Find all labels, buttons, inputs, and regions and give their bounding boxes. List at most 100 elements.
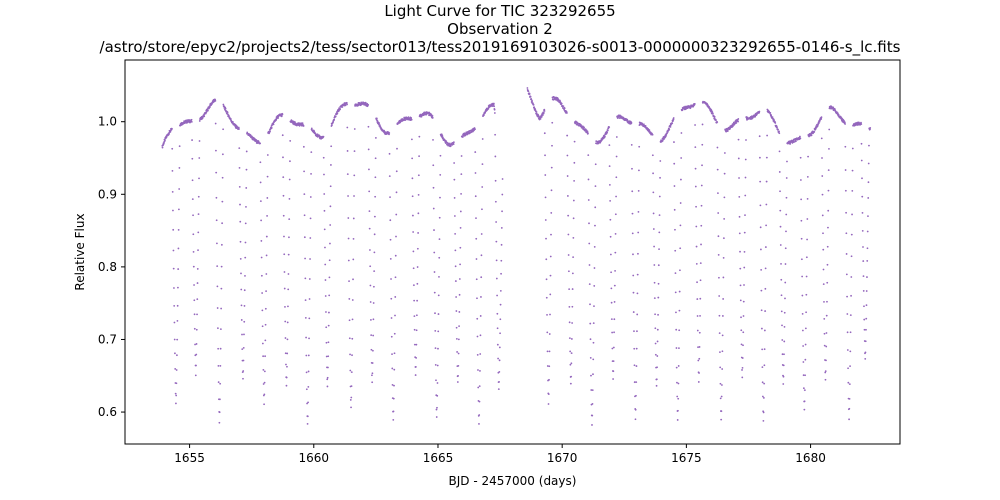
data-point bbox=[373, 251, 375, 253]
data-point bbox=[413, 284, 415, 286]
data-point bbox=[837, 112, 839, 114]
data-point bbox=[821, 137, 823, 139]
data-point bbox=[653, 246, 655, 248]
data-point bbox=[221, 266, 223, 268]
data-point bbox=[635, 409, 637, 411]
data-point bbox=[374, 216, 376, 218]
data-point bbox=[862, 246, 864, 248]
data-point bbox=[674, 229, 676, 231]
data-point bbox=[244, 275, 246, 277]
data-point bbox=[590, 357, 592, 359]
data-point bbox=[370, 334, 372, 336]
data-point bbox=[375, 137, 377, 139]
data-point bbox=[783, 364, 785, 366]
data-point bbox=[393, 398, 395, 400]
data-point bbox=[458, 338, 460, 340]
data-point bbox=[727, 130, 729, 132]
data-point bbox=[477, 387, 479, 389]
data-point bbox=[440, 155, 442, 157]
data-point bbox=[615, 213, 617, 215]
data-point bbox=[546, 331, 548, 333]
data-point bbox=[348, 280, 350, 282]
data-point bbox=[864, 358, 866, 360]
data-point bbox=[536, 111, 538, 113]
data-point bbox=[171, 128, 173, 130]
data-point bbox=[718, 277, 720, 279]
data-point bbox=[499, 347, 501, 349]
data-point bbox=[865, 340, 867, 342]
data-point bbox=[193, 251, 195, 253]
data-point bbox=[673, 163, 675, 165]
data-point bbox=[844, 123, 846, 125]
data-point bbox=[658, 264, 660, 266]
data-point bbox=[827, 210, 829, 212]
data-point bbox=[437, 382, 439, 384]
data-point bbox=[415, 374, 417, 376]
data-point bbox=[273, 124, 275, 126]
data-point bbox=[283, 215, 285, 217]
data-point bbox=[781, 339, 783, 341]
data-point bbox=[458, 353, 460, 355]
data-point bbox=[432, 164, 434, 166]
data-point bbox=[571, 352, 573, 354]
data-point bbox=[862, 230, 864, 232]
data-point bbox=[760, 226, 762, 228]
data-point bbox=[801, 238, 803, 240]
data-point bbox=[348, 260, 350, 262]
data-point bbox=[369, 228, 371, 230]
data-point bbox=[217, 307, 219, 309]
data-point bbox=[325, 295, 327, 297]
data-point bbox=[567, 234, 569, 236]
data-point bbox=[483, 114, 485, 116]
data-point bbox=[739, 268, 741, 270]
data-point bbox=[283, 236, 285, 238]
data-point bbox=[673, 141, 675, 143]
data-point bbox=[348, 238, 350, 240]
data-point bbox=[217, 286, 219, 288]
data-point bbox=[173, 287, 175, 289]
data-point bbox=[823, 301, 825, 303]
data-point bbox=[266, 197, 268, 199]
data-point bbox=[177, 320, 179, 322]
data-point bbox=[850, 276, 852, 278]
data-point bbox=[561, 103, 563, 105]
data-point bbox=[863, 305, 865, 307]
data-point bbox=[550, 212, 552, 214]
data-point bbox=[724, 173, 726, 175]
data-point bbox=[549, 294, 551, 296]
data-point bbox=[475, 238, 477, 240]
data-point bbox=[172, 229, 174, 231]
data-point bbox=[609, 219, 611, 221]
data-point bbox=[241, 319, 243, 321]
data-point bbox=[764, 310, 766, 312]
data-point bbox=[460, 193, 462, 195]
data-point bbox=[378, 122, 380, 124]
data-point bbox=[353, 218, 355, 220]
data-point bbox=[260, 182, 262, 184]
data-point bbox=[805, 294, 807, 296]
data-point bbox=[694, 146, 696, 148]
data-point bbox=[482, 163, 484, 165]
data-point bbox=[571, 306, 573, 308]
data-point bbox=[262, 343, 264, 345]
data-point bbox=[762, 381, 764, 383]
data-point bbox=[453, 143, 455, 145]
data-point bbox=[241, 348, 243, 350]
data-point bbox=[591, 424, 593, 426]
data-point bbox=[495, 241, 497, 243]
data-point bbox=[285, 364, 287, 366]
data-point bbox=[474, 128, 476, 130]
data-point bbox=[199, 120, 201, 122]
data-point bbox=[550, 234, 552, 236]
data-point bbox=[739, 251, 741, 253]
data-point bbox=[497, 327, 499, 329]
data-point bbox=[501, 210, 503, 212]
data-point bbox=[658, 231, 660, 233]
data-point bbox=[308, 338, 310, 340]
data-point bbox=[716, 121, 718, 123]
data-point bbox=[173, 268, 175, 270]
data-point bbox=[457, 365, 459, 367]
data-point bbox=[654, 297, 656, 299]
data-point bbox=[373, 302, 375, 304]
data-point bbox=[259, 143, 261, 145]
